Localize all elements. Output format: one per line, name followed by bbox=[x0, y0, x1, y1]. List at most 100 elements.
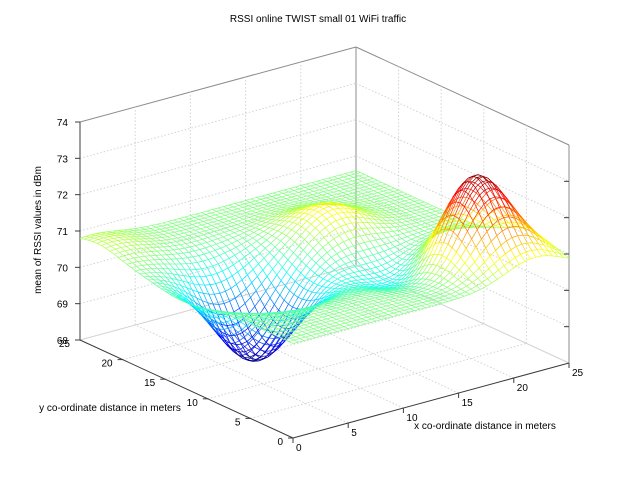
surface-mesh-segment bbox=[246, 282, 253, 289]
surface-mesh-segment bbox=[299, 187, 306, 190]
surface-mesh-segment bbox=[356, 181, 363, 184]
grid-line bbox=[79, 119, 357, 196]
surface-mesh-segment bbox=[436, 264, 442, 268]
surface-mesh-segment bbox=[274, 325, 280, 328]
surface-mesh-segment bbox=[133, 256, 140, 259]
surface-mesh-segment bbox=[233, 331, 239, 335]
surface-mesh-segment bbox=[362, 278, 368, 280]
surface-mesh-segment bbox=[391, 193, 398, 196]
surface-mesh-segment bbox=[443, 229, 450, 243]
surface-mesh-segment bbox=[387, 192, 392, 196]
surface-mesh-segment bbox=[230, 284, 237, 289]
surface-mesh-segment bbox=[127, 241, 134, 243]
surface-mesh-segment bbox=[272, 318, 277, 321]
surface-mesh-segment bbox=[353, 175, 360, 178]
surface-mesh-segment bbox=[277, 331, 282, 335]
surface-mesh-segment bbox=[454, 257, 461, 266]
surface-mesh-segment bbox=[382, 214, 388, 218]
surface-mesh-segment bbox=[264, 324, 271, 327]
surface-mesh-segment bbox=[258, 263, 264, 271]
surface-mesh-segment bbox=[369, 198, 376, 201]
surface-mesh-segment bbox=[410, 243, 415, 246]
surface-mesh-segment bbox=[317, 192, 323, 196]
surface-mesh-segment bbox=[231, 348, 237, 351]
surface-mesh-segment bbox=[381, 293, 388, 295]
surface-mesh-segment bbox=[403, 215, 409, 219]
surface-mesh-segment bbox=[128, 257, 134, 260]
surface-mesh-segment bbox=[344, 198, 351, 201]
surface-mesh-segment bbox=[171, 226, 176, 230]
surface-mesh-segment bbox=[139, 229, 146, 231]
surface-mesh-segment bbox=[328, 176, 335, 179]
surface-mesh-segment bbox=[339, 266, 345, 271]
surface-mesh-segment bbox=[333, 207, 339, 210]
surface-mesh-segment bbox=[360, 172, 365, 175]
surface-mesh-segment bbox=[446, 283, 453, 288]
surface-mesh-segment bbox=[336, 253, 342, 260]
surface-mesh-segment bbox=[386, 316, 393, 319]
surface-mesh-segment bbox=[156, 237, 163, 239]
surface-mesh-segment bbox=[317, 179, 323, 182]
surface-mesh-segment bbox=[205, 276, 211, 285]
surface-mesh-segment bbox=[342, 273, 349, 277]
surface-mesh-segment bbox=[292, 329, 299, 332]
surface-mesh-segment bbox=[256, 197, 262, 200]
surface-mesh-segment bbox=[364, 268, 371, 271]
surface-mesh-segment bbox=[382, 258, 388, 264]
surface-mesh-segment bbox=[411, 249, 418, 256]
surface-mesh-segment bbox=[306, 291, 313, 301]
surface-mesh-segment bbox=[353, 270, 360, 273]
surface-mesh-segment bbox=[400, 243, 405, 248]
surface-mesh-segment bbox=[158, 247, 163, 252]
surface-mesh-segment bbox=[396, 304, 402, 307]
surface-mesh-segment bbox=[228, 218, 234, 222]
surface-mesh-segment bbox=[231, 224, 237, 227]
surface-mesh-segment bbox=[206, 242, 212, 247]
surface-mesh-segment bbox=[369, 200, 375, 203]
surface-mesh-segment bbox=[433, 217, 438, 221]
surface-mesh-segment bbox=[416, 208, 422, 211]
surface-mesh-segment bbox=[427, 232, 434, 245]
surface-mesh-segment bbox=[310, 262, 317, 270]
surface-mesh-segment bbox=[244, 346, 251, 352]
surface-mesh-segment bbox=[186, 225, 192, 229]
surface-mesh-segment bbox=[423, 284, 429, 289]
surface-mesh-segment bbox=[345, 263, 350, 269]
surface-mesh-segment bbox=[437, 214, 444, 227]
surface-mesh-segment bbox=[378, 203, 383, 207]
surface-mesh-segment bbox=[368, 248, 374, 256]
surface-mesh-segment bbox=[420, 292, 427, 295]
surface-mesh-segment bbox=[140, 268, 147, 271]
surface-mesh-segment bbox=[450, 227, 457, 230]
surface-mesh-segment bbox=[283, 315, 288, 319]
surface-mesh-segment bbox=[365, 318, 372, 321]
surface-mesh-segment bbox=[166, 289, 173, 292]
surface-mesh-segment bbox=[421, 305, 426, 308]
surface-mesh-segment bbox=[447, 244, 453, 248]
surface-mesh-segment bbox=[431, 207, 438, 210]
surface-mesh-segment bbox=[307, 290, 313, 293]
surface-mesh-segment bbox=[223, 236, 228, 241]
surface-mesh-segment bbox=[392, 191, 398, 194]
surface-mesh-segment bbox=[229, 301, 235, 313]
surface-mesh-segment bbox=[399, 295, 406, 298]
surface-mesh-segment bbox=[265, 211, 270, 214]
surface-mesh-segment bbox=[197, 262, 202, 269]
surface-mesh-segment bbox=[458, 296, 465, 299]
surface-mesh-segment bbox=[220, 213, 226, 216]
surface-mesh-segment bbox=[228, 220, 233, 223]
surface-mesh-segment bbox=[320, 222, 326, 228]
surface-mesh-segment bbox=[448, 297, 454, 301]
surface-mesh-segment bbox=[375, 267, 381, 272]
surface-mesh-segment bbox=[405, 295, 410, 298]
surface-mesh-segment bbox=[109, 235, 115, 237]
surface-mesh-segment bbox=[360, 294, 367, 297]
surface-mesh-segment bbox=[333, 176, 339, 179]
surface-mesh-segment bbox=[288, 201, 295, 204]
surface-mesh-segment bbox=[393, 214, 399, 218]
surface-mesh-segment bbox=[353, 243, 359, 247]
surface-mesh-segment bbox=[375, 294, 381, 298]
surface-mesh-segment bbox=[301, 226, 306, 230]
surface-mesh-segment bbox=[157, 282, 164, 285]
surface-mesh-segment bbox=[400, 198, 405, 202]
